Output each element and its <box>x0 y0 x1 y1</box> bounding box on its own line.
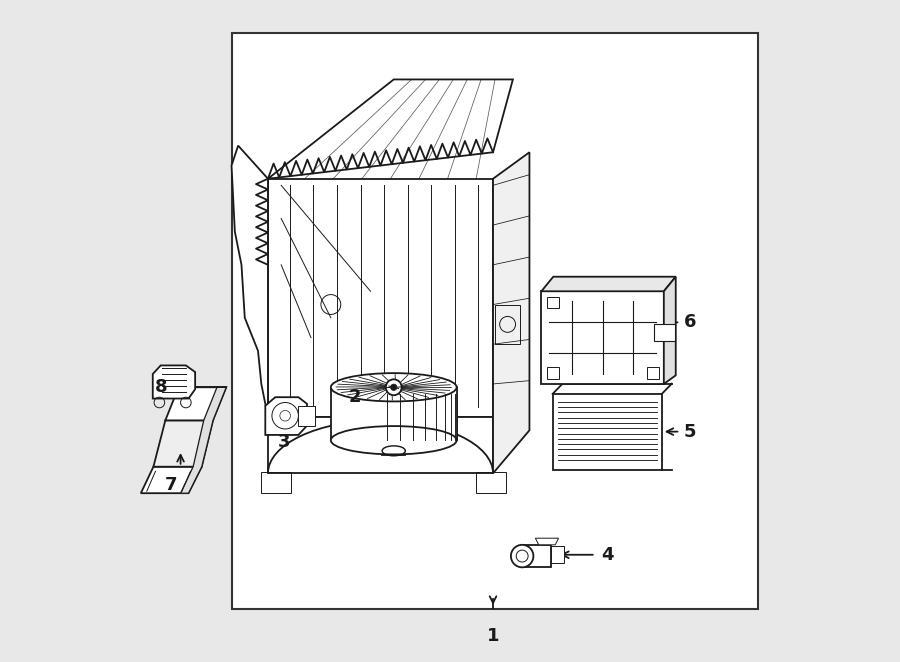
Ellipse shape <box>331 373 456 401</box>
Polygon shape <box>268 179 493 417</box>
Polygon shape <box>140 467 202 493</box>
Bar <box>546 297 559 308</box>
Polygon shape <box>153 420 213 467</box>
Text: 2: 2 <box>349 388 362 406</box>
Polygon shape <box>266 397 307 435</box>
Circle shape <box>511 545 534 567</box>
Polygon shape <box>522 545 551 567</box>
Text: 4: 4 <box>601 545 614 564</box>
Text: 7: 7 <box>165 475 177 494</box>
Polygon shape <box>268 417 493 473</box>
Circle shape <box>386 379 401 395</box>
Bar <box>231 33 758 609</box>
Bar <box>331 387 456 440</box>
Bar <box>261 472 291 493</box>
Polygon shape <box>181 387 226 493</box>
Polygon shape <box>231 146 268 417</box>
Text: 5: 5 <box>683 422 696 441</box>
Polygon shape <box>664 277 676 384</box>
Polygon shape <box>166 387 226 420</box>
Text: 6: 6 <box>683 313 696 332</box>
Polygon shape <box>268 79 513 179</box>
Bar <box>299 406 315 426</box>
Text: 1: 1 <box>487 626 500 645</box>
Bar <box>551 546 564 563</box>
Circle shape <box>391 384 397 391</box>
Polygon shape <box>493 152 529 473</box>
Bar <box>654 324 675 341</box>
Polygon shape <box>542 277 676 291</box>
Bar <box>476 472 507 493</box>
Bar <box>495 305 520 344</box>
Text: 3: 3 <box>278 432 291 451</box>
Bar <box>546 367 559 379</box>
Polygon shape <box>536 538 559 545</box>
Bar <box>553 394 662 470</box>
Bar <box>646 367 659 379</box>
Text: 8: 8 <box>155 377 167 396</box>
Ellipse shape <box>331 426 456 454</box>
Circle shape <box>272 402 299 429</box>
Polygon shape <box>153 365 195 399</box>
Bar <box>542 291 664 384</box>
